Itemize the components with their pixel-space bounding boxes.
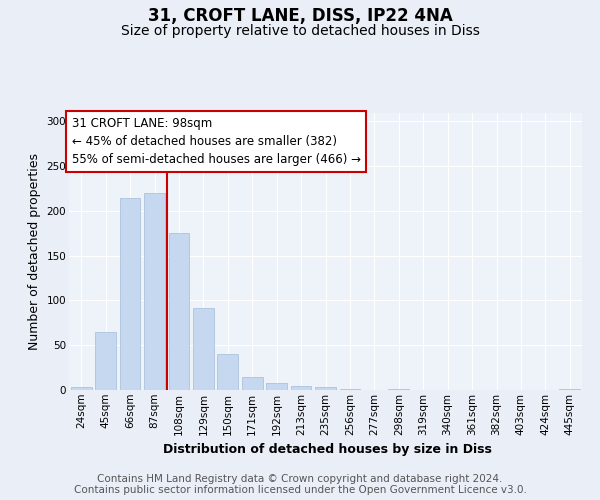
Text: Size of property relative to detached houses in Diss: Size of property relative to detached ho… bbox=[121, 24, 479, 38]
Bar bbox=[95, 332, 116, 390]
Bar bbox=[71, 388, 92, 390]
Bar bbox=[119, 198, 140, 390]
Y-axis label: Number of detached properties: Number of detached properties bbox=[28, 153, 41, 350]
Text: 31, CROFT LANE, DISS, IP22 4NA: 31, CROFT LANE, DISS, IP22 4NA bbox=[148, 8, 452, 26]
Bar bbox=[242, 376, 263, 390]
Bar bbox=[169, 234, 190, 390]
Text: Contains HM Land Registry data © Crown copyright and database right 2024.: Contains HM Land Registry data © Crown c… bbox=[97, 474, 503, 484]
Bar bbox=[290, 386, 311, 390]
Bar bbox=[388, 389, 409, 390]
Bar bbox=[217, 354, 238, 390]
Bar bbox=[193, 308, 214, 390]
Bar bbox=[340, 389, 361, 390]
Bar bbox=[266, 383, 287, 390]
Text: Distribution of detached houses by size in Diss: Distribution of detached houses by size … bbox=[163, 442, 491, 456]
Bar bbox=[315, 388, 336, 390]
Bar bbox=[559, 389, 580, 390]
Text: 31 CROFT LANE: 98sqm
← 45% of detached houses are smaller (382)
55% of semi-deta: 31 CROFT LANE: 98sqm ← 45% of detached h… bbox=[71, 116, 361, 166]
Bar bbox=[144, 193, 165, 390]
Text: Contains public sector information licensed under the Open Government Licence v3: Contains public sector information licen… bbox=[74, 485, 526, 495]
